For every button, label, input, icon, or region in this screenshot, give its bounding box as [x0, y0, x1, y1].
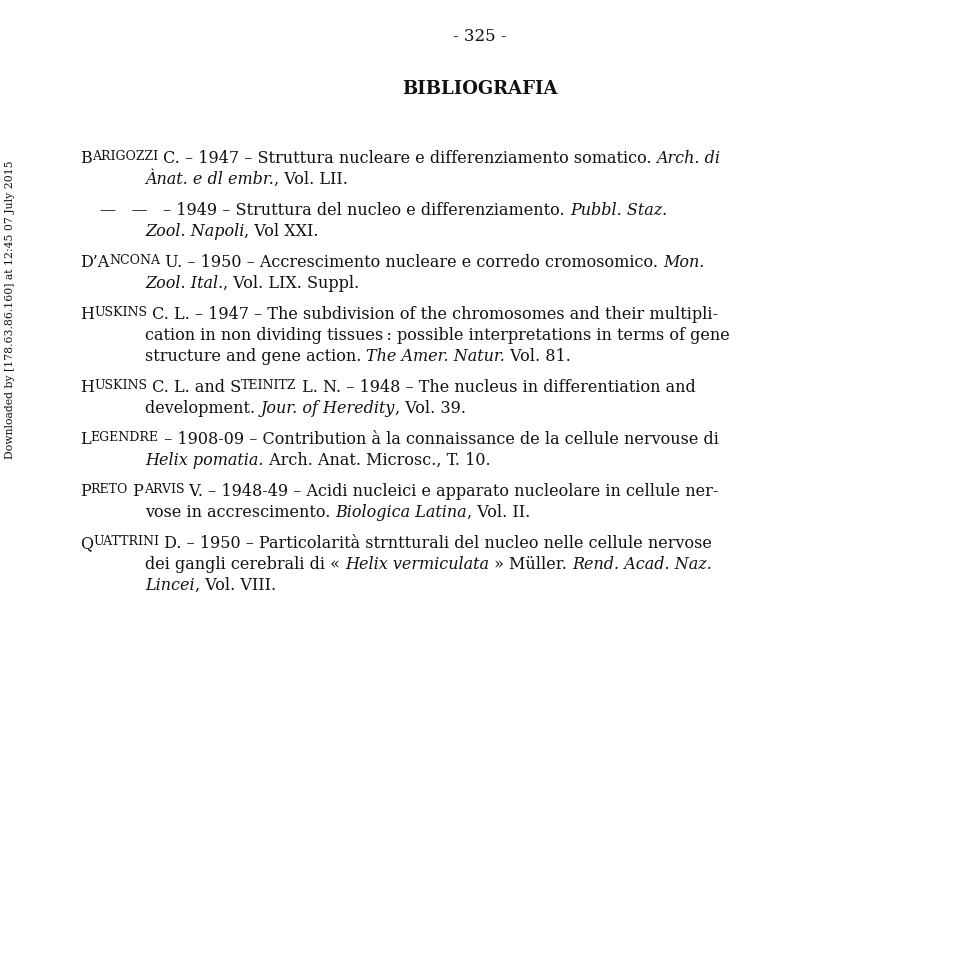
- Text: Jour. of Heredity: Jour. of Heredity: [260, 400, 395, 417]
- Text: Ànat. e dl embr.: Ànat. e dl embr.: [145, 171, 274, 188]
- Text: C. L. and S: C. L. and S: [147, 379, 241, 396]
- Text: , Vol. VIII.: , Vol. VIII.: [195, 577, 276, 594]
- Text: USKINS: USKINS: [94, 379, 147, 392]
- Text: P: P: [128, 483, 144, 500]
- Text: Downloaded by [178.63.86.160] at 12:45 07 July 2015: Downloaded by [178.63.86.160] at 12:45 0…: [5, 160, 15, 459]
- Text: Helix vermiculata: Helix vermiculata: [346, 556, 490, 573]
- Text: UATTRINI: UATTRINI: [93, 535, 159, 548]
- Text: C. L. – 1947 – The subdivision of the chromosomes and their multipli-: C. L. – 1947 – The subdivision of the ch…: [147, 306, 718, 323]
- Text: » Müller.: » Müller.: [490, 556, 572, 573]
- Text: BIBLIOGRAFIA: BIBLIOGRAFIA: [402, 80, 558, 98]
- Text: Arch. Anat. Microsc., T. 10.: Arch. Anat. Microsc., T. 10.: [263, 452, 491, 469]
- Text: Zool. Ital.: Zool. Ital.: [145, 275, 224, 292]
- Text: EGENDRE: EGENDRE: [90, 431, 158, 444]
- Text: ARIGOZZI: ARIGOZZI: [92, 150, 157, 163]
- Text: Lincei: Lincei: [145, 577, 195, 594]
- Text: ARVIS: ARVIS: [144, 483, 184, 496]
- Text: , Vol. 39.: , Vol. 39.: [395, 400, 466, 417]
- Text: USKINS: USKINS: [94, 306, 147, 319]
- Text: RETO: RETO: [91, 483, 128, 496]
- Text: , Vol. LIX. Suppl.: , Vol. LIX. Suppl.: [224, 275, 359, 292]
- Text: B: B: [80, 150, 92, 167]
- Text: structure and gene action.: structure and gene action.: [145, 348, 367, 365]
- Text: P: P: [80, 483, 91, 500]
- Text: —   —   – 1949 – Struttura del nucleo e differenziamento.: — — – 1949 – Struttura del nucleo e diff…: [100, 202, 569, 219]
- Text: , Vol. II.: , Vol. II.: [468, 504, 530, 521]
- Text: NCONA: NCONA: [109, 254, 160, 267]
- Text: – 1908-09 – Contribution à la connaissance de la cellule nervouse di: – 1908-09 – Contribution à la connaissan…: [158, 431, 718, 448]
- Text: L. N. – 1948 – The nucleus in differentiation and: L. N. – 1948 – The nucleus in differenti…: [297, 379, 695, 396]
- Text: Vol. 81.: Vol. 81.: [505, 348, 571, 365]
- Text: TEINITZ: TEINITZ: [241, 379, 297, 392]
- Text: D’A: D’A: [80, 254, 109, 271]
- Text: Rend. Acad. Naz.: Rend. Acad. Naz.: [572, 556, 712, 573]
- Text: cation in non dividing tissues : possible interpretations in terms of gene: cation in non dividing tissues : possibl…: [145, 327, 730, 344]
- Text: D. – 1950 – Particolarità strntturali del nucleo nelle cellule nervose: D. – 1950 – Particolarità strntturali de…: [159, 535, 712, 552]
- Text: dei gangli cerebrali di «: dei gangli cerebrali di «: [145, 556, 346, 573]
- Text: V. – 1948-49 – Acidi nucleici e apparato nucleolare in cellule ner-: V. – 1948-49 – Acidi nucleici e apparato…: [184, 483, 719, 500]
- Text: Helix pomatia.: Helix pomatia.: [145, 452, 263, 469]
- Text: - 325 -: - 325 -: [453, 28, 507, 45]
- Text: Zool. Napoli: Zool. Napoli: [145, 223, 245, 240]
- Text: The Amer. Natur.: The Amer. Natur.: [367, 348, 505, 365]
- Text: , Vol XXI.: , Vol XXI.: [245, 223, 319, 240]
- Text: Biologica Latina: Biologica Latina: [335, 504, 468, 521]
- Text: Arch. di: Arch. di: [657, 150, 721, 167]
- Text: Mon.: Mon.: [663, 254, 705, 271]
- Text: vose in accrescimento.: vose in accrescimento.: [145, 504, 335, 521]
- Text: , Vol. LII.: , Vol. LII.: [274, 171, 348, 188]
- Text: U. – 1950 – Accrescimento nucleare e corredo cromosomico.: U. – 1950 – Accrescimento nucleare e cor…: [160, 254, 663, 271]
- Text: development.: development.: [145, 400, 260, 417]
- Text: H: H: [80, 306, 94, 323]
- Text: H: H: [80, 379, 94, 396]
- Text: Q: Q: [80, 535, 93, 552]
- Text: Pubbl. Staz.: Pubbl. Staz.: [569, 202, 667, 219]
- Text: C. – 1947 – Struttura nucleare e differenziamento somatico.: C. – 1947 – Struttura nucleare e differe…: [157, 150, 657, 167]
- Text: L: L: [80, 431, 90, 448]
